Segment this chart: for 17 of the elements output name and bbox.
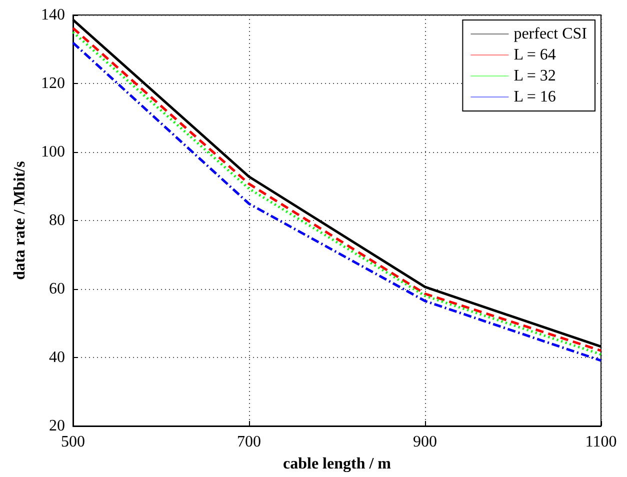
y-tick-label: 120 bbox=[41, 75, 65, 92]
legend-label: L = 32 bbox=[514, 68, 556, 84]
y-tick-label: 100 bbox=[41, 144, 65, 160]
legend-label: L = 16 bbox=[514, 88, 556, 106]
x-tick-label: 900 bbox=[413, 434, 437, 450]
x-tick-label: 500 bbox=[61, 434, 85, 450]
x-tick-label: 700 bbox=[237, 434, 261, 450]
y-axis-title: data rate / Mbit/s bbox=[12, 161, 28, 280]
y-tick-label: 80 bbox=[49, 212, 65, 229]
x-axis-title: cable length / m bbox=[283, 456, 392, 472]
y-tick-label: 40 bbox=[49, 349, 65, 366]
x-tick-label: 1100 bbox=[585, 434, 617, 450]
y-tick-label: 60 bbox=[49, 280, 65, 298]
y-tick-label: 140 bbox=[41, 6, 65, 24]
y-tick-label: 20 bbox=[49, 418, 65, 434]
legend-label: perfect CSI bbox=[514, 26, 588, 42]
legend-label: L = 64 bbox=[514, 46, 556, 64]
